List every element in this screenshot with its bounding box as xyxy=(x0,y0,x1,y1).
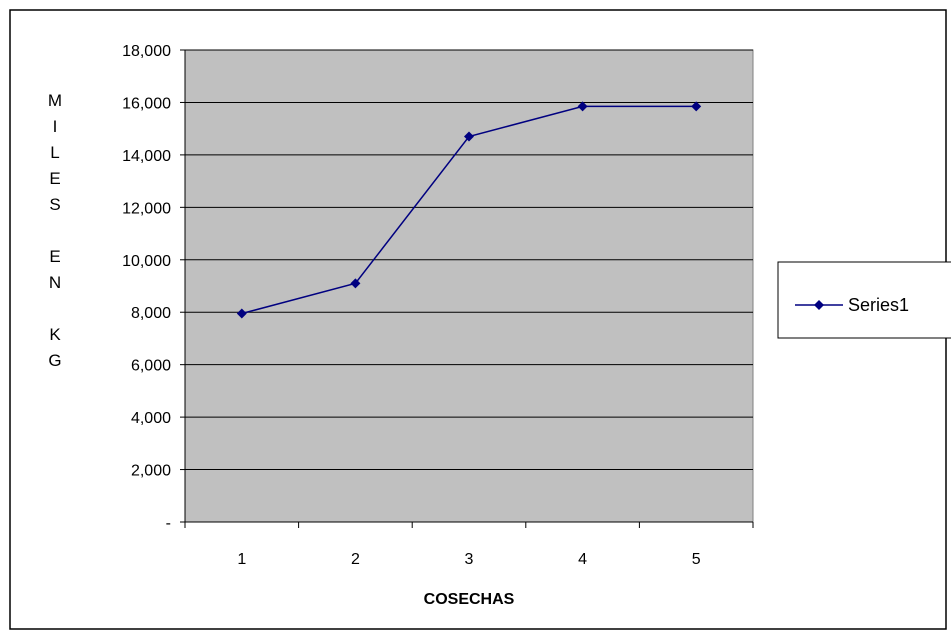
y-axis-title-letter: I xyxy=(53,117,58,136)
legend-series-marker xyxy=(814,300,824,310)
y-tick-label: 18,000 xyxy=(122,43,171,60)
x-axis-tick-labels: 1 2 3 4 5 xyxy=(237,551,700,568)
plot-area xyxy=(184,49,754,523)
axes xyxy=(180,49,754,528)
y-tick-label: 14,000 xyxy=(122,148,171,165)
legend-series-label: Series1 xyxy=(848,295,909,315)
y-axis-title-letter: E xyxy=(49,247,60,266)
y-tick-label: - xyxy=(166,515,171,532)
y-axis-title-letter: L xyxy=(50,143,59,162)
x-tick-label: 5 xyxy=(692,551,701,568)
x-tick-label: 3 xyxy=(465,551,474,568)
data-point-marker xyxy=(236,308,247,319)
legend: Series1 xyxy=(777,261,951,339)
y-tick-label: 16,000 xyxy=(122,95,171,112)
y-axis-title-letter: G xyxy=(48,351,61,370)
data-point-marker xyxy=(691,101,702,112)
y-axis-title-letter: S xyxy=(49,195,60,214)
y-axis-tick-labels: - 2,000 4,000 6,000 8,000 10,000 12,000 14,000 1… xyxy=(122,43,171,532)
data-point-marker xyxy=(464,131,474,142)
y-tick-label: 4,000 xyxy=(131,410,171,427)
x-axis-title: COSECHAS xyxy=(424,591,515,608)
y-tick-label: 2,000 xyxy=(131,463,171,480)
y-axis-title-letter: E xyxy=(49,169,60,188)
y-axis-title-letter: M xyxy=(48,91,62,110)
y-axis-title-letter: N xyxy=(49,273,61,292)
data-point-marker xyxy=(577,101,588,112)
y-tick-label: 8,000 xyxy=(131,305,171,322)
x-tick-label: 4 xyxy=(578,551,587,568)
legend-box xyxy=(777,261,951,339)
data-point-marker xyxy=(350,278,361,289)
y-tick-label: 10,000 xyxy=(122,253,171,270)
y-tick-label: 12,000 xyxy=(122,200,171,217)
x-tick-label: 1 xyxy=(237,551,246,568)
y-axis-title-letter: K xyxy=(49,325,61,344)
gridlines xyxy=(185,49,753,471)
y-tick-label: 6,000 xyxy=(131,358,171,375)
series-layer xyxy=(236,101,702,319)
x-tick-label: 2 xyxy=(351,551,360,568)
